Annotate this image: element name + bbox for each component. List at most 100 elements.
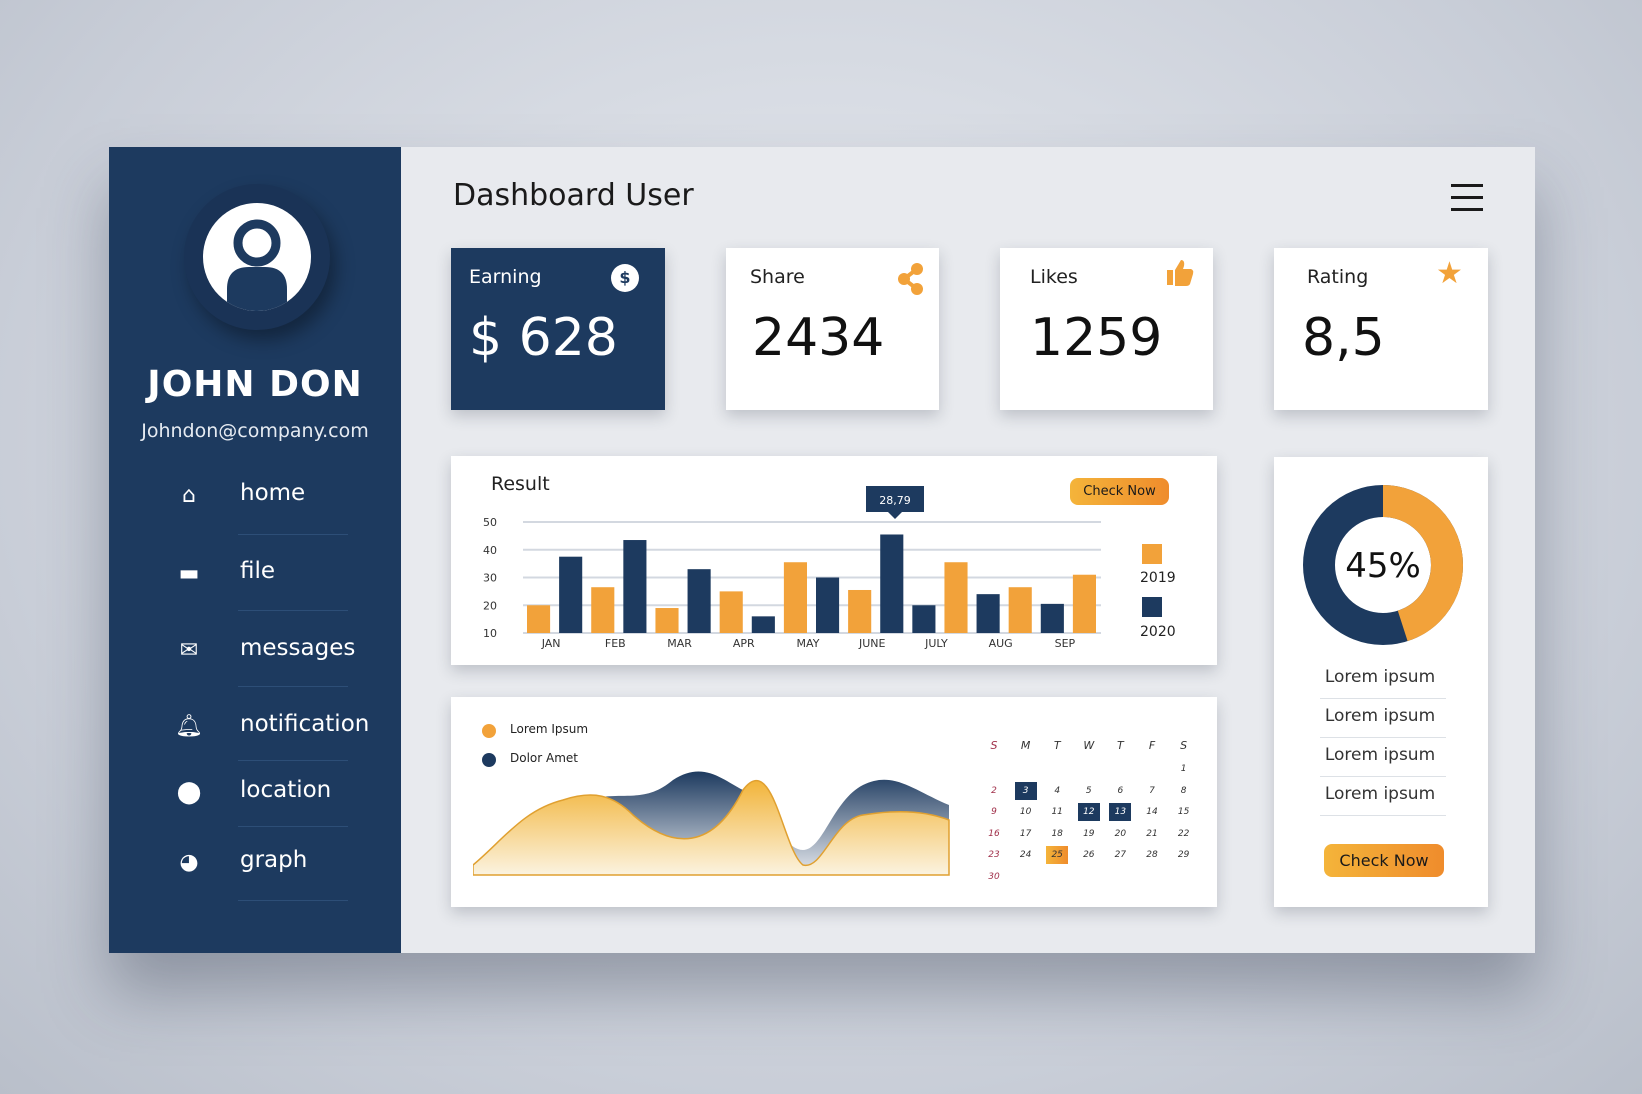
weekday-label: T [1053,739,1061,752]
calendar-day[interactable]: 2 [991,785,997,796]
stat-label: Earning [469,266,542,288]
calendar-day[interactable]: 19 [1083,828,1095,839]
folder-icon: ▬ [178,561,200,586]
calendar-day[interactable]: 22 [1177,828,1190,839]
calendar-day[interactable]: 13 [1109,803,1132,821]
legend-label: Dolor Amet [510,751,578,765]
tooltip-text: 28,79 [879,494,911,507]
side-check-now-button[interactable]: Check Now [1324,844,1444,877]
bar-FEB-2020[interactable] [623,540,647,633]
bar-MAY-2019[interactable] [783,562,807,633]
y-tick-label: 40 [483,544,497,557]
calendar-day[interactable]: 6 [1117,785,1124,796]
divider [238,826,348,827]
weekday-label: M [1020,739,1031,752]
rating-card: Rating 8,5 ★ [1274,248,1488,410]
calendar-day[interactable]: 26 [1083,850,1095,860]
calendar-day[interactable]: 15 [1177,807,1190,817]
calendar-day[interactable]: 9 [991,807,997,817]
bar-MAR-2020[interactable] [687,569,711,633]
calendar-day[interactable]: 16 [988,828,1000,839]
y-tick-label: 20 [483,599,497,612]
divider [1320,776,1446,777]
divider [1320,737,1446,738]
calendar-day[interactable]: 7 [1149,785,1155,796]
calendar-day[interactable]: 1 [1180,764,1187,774]
list-item[interactable]: Lorem ipsum [1324,745,1436,765]
sidebar-item-label: notification [240,711,370,737]
calendar-day[interactable]: 8 [1180,785,1187,796]
menu-icon[interactable] [1451,184,1483,220]
legend-swatch-2020 [1142,597,1162,617]
bar-AUG-2019[interactable] [1008,587,1032,633]
x-tick-label: APR [733,637,755,650]
bar-AUG-2020[interactable] [976,594,1000,633]
calendar-day[interactable]: 25 [1046,846,1069,864]
bar-MAR-2019[interactable] [655,608,679,633]
calendar-day[interactable]: 24 [1019,850,1032,860]
calendar-day[interactable]: 20 [1114,828,1127,839]
earning-card: Earning $ 628 $ [451,248,665,410]
donut-chart [1303,485,1463,645]
legend-swatch-2019 [1142,544,1162,564]
bar-APR-2020[interactable] [751,616,775,633]
envelope-icon: ✉ [179,638,199,663]
divider [1320,815,1446,816]
calendar-day[interactable]: 3 [1014,781,1037,800]
calendar-day[interactable]: 12 [1077,803,1100,821]
chart-title: Result [491,473,550,495]
donut-fill [1303,485,1463,645]
weekday-label: S [990,739,998,752]
bar-JUNE-2019[interactable] [848,589,872,633]
x-tick-label: FEB [605,637,626,650]
calendar-day[interactable]: 28 [1146,850,1158,860]
thumbs-up-icon [1167,260,1194,286]
calendar-day[interactable]: 23 [988,850,1000,860]
legend-dot [482,753,496,767]
stat-label: Share [750,266,805,288]
calendar-day[interactable]: 5 [1085,785,1092,796]
calendar-day[interactable]: 10 [1019,807,1032,817]
stat-value: $ 628 [469,308,618,368]
calendar-day[interactable]: 11 [1051,807,1063,817]
bar-SEP-2019[interactable] [1072,574,1096,633]
list-item[interactable]: Lorem ipsum [1324,784,1436,804]
likes-card: Likes 1259 [1000,248,1213,410]
bar-FEB-2019[interactable] [591,587,615,633]
bar-APR-2019[interactable] [719,591,743,633]
bar-chart: 50 40 30 20 10 JAN FEB MAR APR MAY JUNE JULY AUG SEP 2… [483,486,1176,650]
sidebar-item-label: messages [240,635,356,661]
bar-JULY-2019[interactable] [944,562,968,633]
bar-SEP-2020[interactable] [1040,603,1064,633]
home-icon: ⌂ [182,483,196,508]
list-item[interactable]: Lorem ipsum [1324,706,1436,726]
calendar-day[interactable]: 21 [1146,828,1158,839]
check-now-button[interactable]: Check Now [1070,478,1169,505]
calendar-day[interactable]: 18 [1051,828,1063,839]
share-card: Share 2434 [726,248,939,410]
page-title: Dashboard User [453,178,694,213]
area-series-lorem-ipsum [473,780,950,876]
dollar-icon: $ [611,264,639,292]
legend-label: 2020 [1140,624,1176,640]
calendar-day[interactable]: 29 [1177,850,1190,860]
sidebar-item-label: file [240,558,276,584]
divider [238,534,348,535]
calendar-day[interactable]: 14 [1146,807,1158,817]
calendar-day[interactable]: 17 [1019,828,1032,839]
bar-JULY-2020[interactable] [912,605,936,633]
bar-MAY-2020[interactable] [816,577,840,634]
bar-JAN-2020[interactable] [559,556,583,633]
bar-JUNE-2020[interactable] [880,534,904,633]
sidebar-item-label: graph [240,847,308,873]
calendar-day[interactable]: 4 [1054,785,1061,796]
user-name: JOHN DON [147,364,363,405]
list-item[interactable]: Lorem ipsum [1324,667,1436,687]
stat-value: 8,5 [1302,308,1385,368]
x-tick-label: MAR [667,637,692,650]
calendar-day[interactable]: 27 [1114,850,1127,860]
bar-JAN-2019[interactable] [527,605,551,633]
calendar-day[interactable]: 30 [988,871,1000,882]
legend-label: 2019 [1140,570,1176,586]
stat-label: Rating [1307,266,1369,288]
